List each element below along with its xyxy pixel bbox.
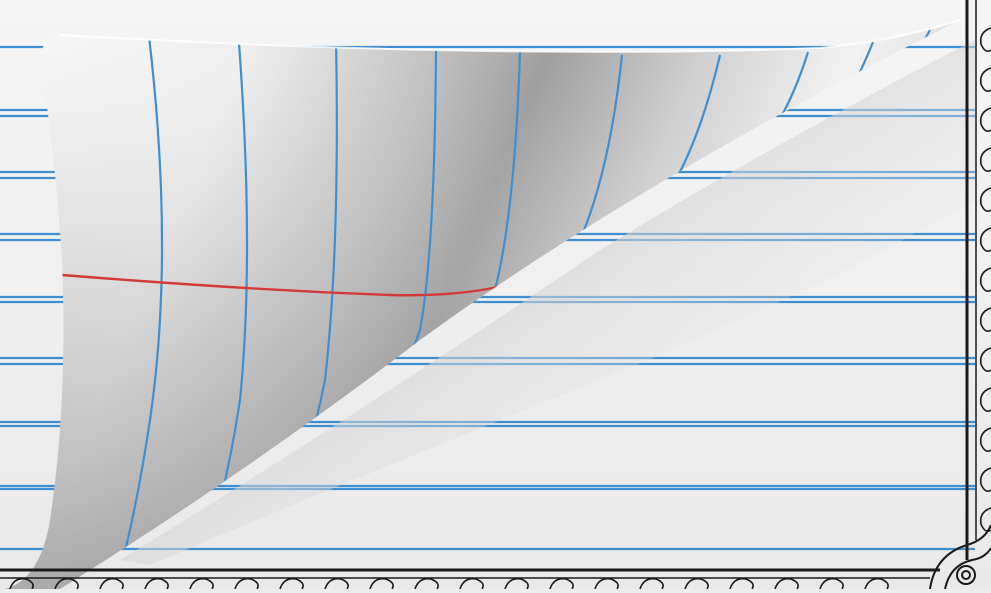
curl-shadow (120, 40, 975, 565)
